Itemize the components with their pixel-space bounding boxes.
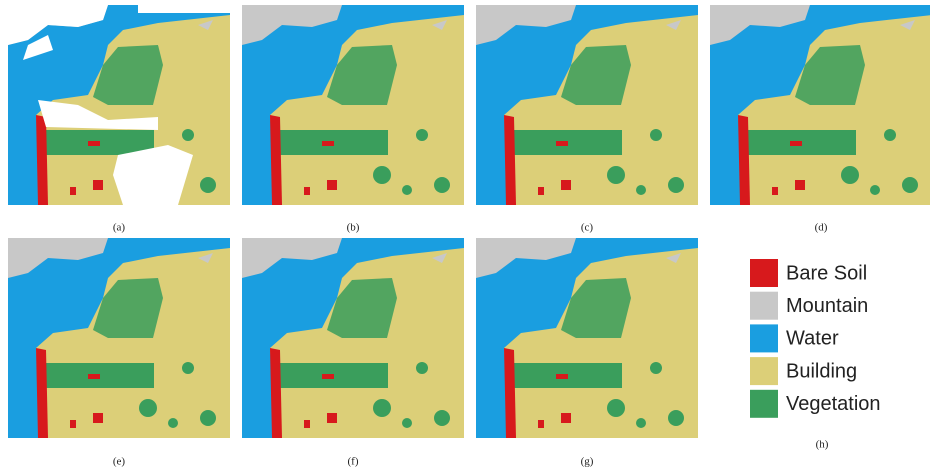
panel-caption: (g) (581, 456, 594, 468)
panel-caption: (h) (816, 439, 829, 451)
figure: (a) (b) (c) (d) (e) (f) (g) (h) Bare Soil Mountai… (0, 0, 930, 470)
legend-label: Mountain (786, 295, 868, 317)
panel-caption: (c) (581, 222, 594, 234)
legend-label: Bare Soil (786, 262, 867, 284)
panel-caption: (a) (113, 222, 126, 234)
map-a (8, 5, 230, 205)
map-e (8, 238, 230, 438)
legend-label: Vegetation (786, 393, 881, 415)
legend-label: Water (786, 328, 839, 350)
panel-caption: (b) (347, 222, 360, 234)
panel-caption: (f) (348, 456, 359, 468)
map-g (476, 238, 698, 438)
legend-swatch (750, 324, 778, 352)
legend-swatch (750, 259, 778, 287)
map-f (242, 238, 464, 438)
map-c (476, 5, 698, 205)
legend-label: Building (786, 360, 857, 382)
legend-swatch (750, 292, 778, 320)
legend-swatch (750, 390, 778, 418)
panel-caption: (e) (113, 456, 126, 468)
legend-swatch (750, 357, 778, 385)
panel-caption: (d) (815, 222, 828, 234)
map-d (710, 5, 930, 205)
map-b (242, 5, 464, 205)
